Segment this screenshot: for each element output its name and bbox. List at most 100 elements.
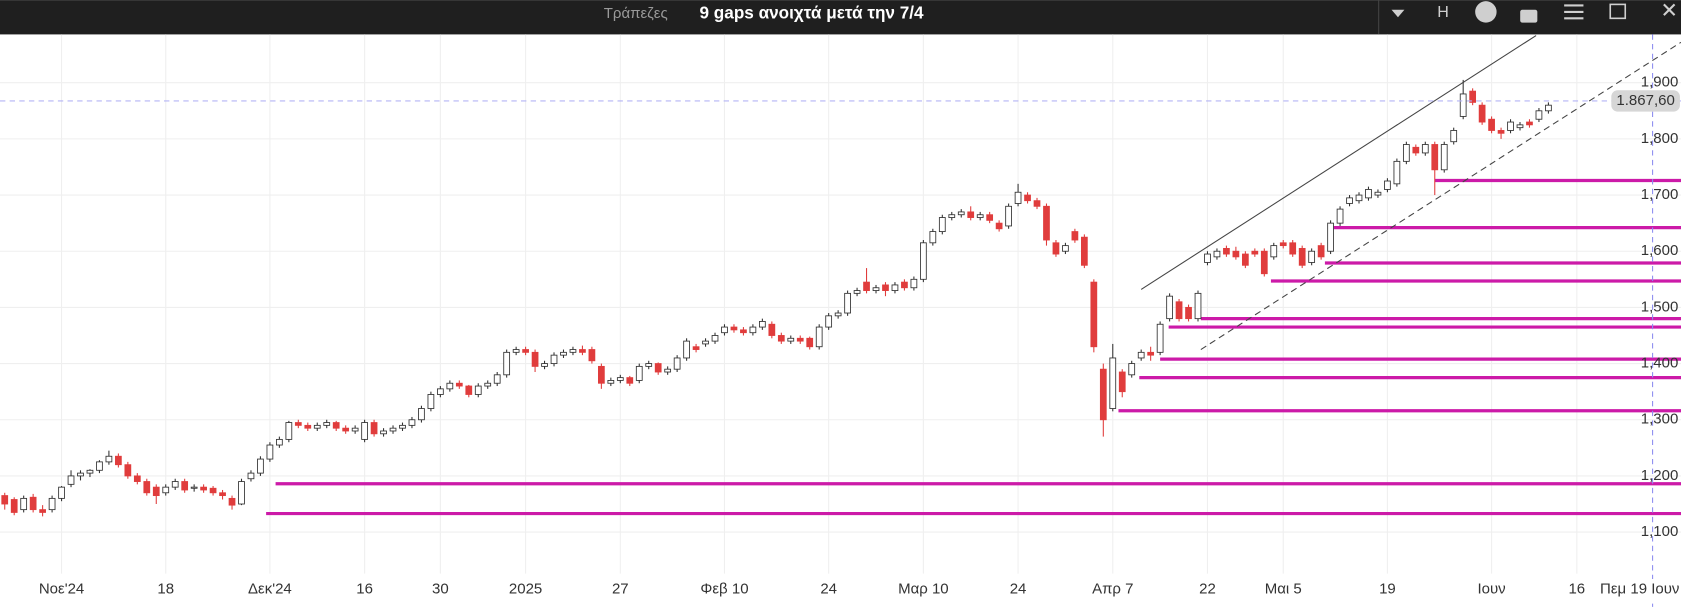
candle-body [607, 380, 615, 384]
candle-body [1497, 130, 1505, 134]
candle-body [105, 455, 113, 463]
candle-body [1232, 250, 1240, 258]
candle-body [730, 326, 738, 331]
candle-body [1507, 121, 1514, 131]
candle-body [1137, 351, 1145, 359]
candle-body [673, 357, 681, 370]
candle-body [1279, 242, 1287, 247]
candle-body [200, 486, 207, 491]
candle-body [1147, 351, 1155, 356]
x-tick-label: Ιουν [1477, 581, 1505, 598]
candle-body [1213, 250, 1221, 258]
candle-body [133, 475, 141, 482]
x-tick-label: 18 [157, 581, 174, 598]
dropdown-icon[interactable] [1391, 9, 1405, 18]
candle-body [654, 363, 662, 373]
candle-body [512, 349, 520, 353]
candle-body [759, 321, 766, 328]
candle-body [1194, 292, 1202, 320]
candle-body [1118, 371, 1126, 393]
candle-body [1526, 121, 1533, 126]
candle-body [1545, 104, 1552, 112]
x-tick-label: 16 [356, 581, 373, 598]
group-tab[interactable]: Τράπεζες [604, 5, 668, 22]
quote-icon[interactable] [1475, 1, 1497, 23]
candle-body [579, 349, 586, 353]
candle-body [408, 419, 416, 426]
x-tick-label: 16 [1568, 581, 1585, 598]
candle-body [815, 326, 823, 348]
candle-body [39, 509, 46, 513]
trend-line [1140, 35, 1537, 290]
candle-body [702, 340, 709, 345]
y-tick-label: 1,300 [1641, 411, 1679, 428]
candle-body [58, 486, 65, 499]
y-tick-label: 1,200 [1641, 467, 1679, 484]
candle-body [1488, 118, 1495, 131]
candle-body [749, 326, 757, 334]
y-tick-label: 1,400 [1641, 355, 1679, 372]
candle-body [437, 388, 444, 395]
candle-body [380, 430, 387, 435]
candle-body [503, 351, 511, 376]
x-tick-label: Μαρ 10 [898, 581, 949, 598]
candle-body [920, 242, 927, 280]
candle-body [1005, 205, 1012, 227]
candle-body [1317, 245, 1325, 258]
x-tick-label: 30 [432, 581, 449, 598]
candle-body [446, 382, 454, 390]
x-tick-label: Δεκ'24 [248, 581, 292, 598]
candle-body [465, 385, 473, 395]
trend-line [1200, 41, 1681, 350]
candle-body [938, 217, 946, 233]
menu-icon[interactable] [1564, 4, 1584, 20]
candle-body [190, 486, 198, 489]
x-tick-label: Απρ 7 [1092, 581, 1133, 598]
candle-body [399, 424, 406, 429]
candle-body [550, 354, 558, 365]
candle-body [77, 472, 84, 477]
candle-body [1298, 247, 1306, 266]
candle-body [1033, 200, 1041, 207]
candle-body [1440, 144, 1448, 171]
y-tick-label: 1,800 [1641, 130, 1679, 147]
candle-body [455, 382, 463, 387]
y-tick-label: 1,600 [1641, 242, 1679, 259]
candle-body [1535, 110, 1543, 120]
candle-body [418, 408, 425, 421]
candle-body [484, 382, 492, 387]
candle-body [645, 363, 653, 367]
candle-body [844, 292, 851, 314]
candle-body [531, 351, 539, 367]
window-icon[interactable] [1609, 3, 1627, 20]
candle-body [825, 315, 833, 328]
x-tick-label: Φεβ 10 [700, 581, 748, 598]
candle-body [1043, 205, 1050, 241]
candle-body [29, 496, 37, 511]
candle-body [569, 349, 577, 353]
x-tick-label: 22 [1199, 581, 1216, 598]
candle-body [427, 394, 435, 409]
plot-area: Νοε'24 18 Δεκ'24 16 30 2025 27 Φεβ 10 24 Μαρ 10 24… [0, 34, 1681, 607]
candle-body [910, 278, 918, 289]
candle-body [1223, 247, 1230, 255]
candle-body [560, 351, 567, 356]
candle-body [1431, 144, 1439, 171]
top-bar [0, 0, 1681, 35]
chart-title: 9 gaps ανοιχτά μετά την 7/4 [700, 3, 925, 23]
y-tick-label: 1,500 [1641, 298, 1679, 315]
lock-icon[interactable] [1520, 9, 1538, 23]
candle-body [1469, 90, 1477, 103]
candle-body [777, 335, 785, 342]
h-button[interactable]: H [1437, 3, 1449, 21]
candle-body [304, 424, 312, 429]
candle-body [598, 365, 605, 384]
candle-body [342, 427, 350, 432]
close-icon[interactable] [1663, 3, 1676, 16]
candle-body [86, 469, 94, 474]
candle-body [863, 281, 870, 291]
candle-body [1109, 357, 1117, 409]
candle-body [67, 475, 75, 485]
